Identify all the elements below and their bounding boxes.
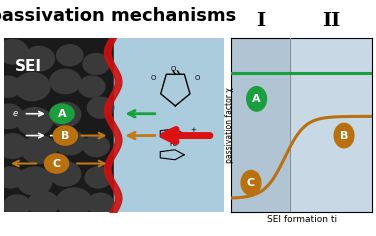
Circle shape xyxy=(241,170,261,195)
Circle shape xyxy=(17,167,52,195)
Text: C: C xyxy=(247,178,255,188)
Circle shape xyxy=(24,46,55,71)
Circle shape xyxy=(55,130,85,155)
Circle shape xyxy=(334,123,354,148)
Circle shape xyxy=(0,39,28,64)
Circle shape xyxy=(50,102,81,127)
Bar xyxy=(4,38,114,212)
Circle shape xyxy=(83,54,109,74)
X-axis label: SEI formation ti: SEI formation ti xyxy=(267,215,337,224)
Circle shape xyxy=(15,73,50,101)
Text: Fe: Fe xyxy=(169,141,177,147)
Circle shape xyxy=(0,104,24,129)
Circle shape xyxy=(28,191,59,216)
Circle shape xyxy=(50,69,81,94)
Bar xyxy=(291,38,372,212)
Text: e: e xyxy=(12,109,17,118)
Circle shape xyxy=(56,45,83,66)
Text: O: O xyxy=(151,75,156,81)
Circle shape xyxy=(17,108,52,135)
Y-axis label: passivation factor χ: passivation factor χ xyxy=(225,87,234,163)
Text: B: B xyxy=(61,131,70,141)
Bar xyxy=(231,38,291,212)
Text: I: I xyxy=(256,12,265,30)
Text: O: O xyxy=(170,66,176,72)
Circle shape xyxy=(53,126,77,145)
Circle shape xyxy=(50,104,74,123)
Text: A: A xyxy=(58,109,66,119)
Text: II: II xyxy=(322,12,341,30)
Circle shape xyxy=(87,193,114,214)
Circle shape xyxy=(87,97,114,118)
Circle shape xyxy=(247,87,267,111)
Text: SEI: SEI xyxy=(15,59,42,74)
Circle shape xyxy=(56,188,92,216)
Text: B: B xyxy=(340,131,348,141)
Circle shape xyxy=(83,135,109,156)
Circle shape xyxy=(4,195,30,216)
Circle shape xyxy=(50,162,81,186)
Circle shape xyxy=(0,134,28,158)
Circle shape xyxy=(0,76,21,97)
Circle shape xyxy=(21,135,56,164)
Text: passivation mechanisms: passivation mechanisms xyxy=(0,7,237,25)
Circle shape xyxy=(79,76,105,97)
Text: +: + xyxy=(190,127,196,133)
Circle shape xyxy=(44,154,69,173)
Circle shape xyxy=(0,167,24,188)
Text: O: O xyxy=(195,75,200,81)
Bar xyxy=(114,38,224,212)
Text: C: C xyxy=(53,159,61,169)
Circle shape xyxy=(85,167,112,188)
Text: A: A xyxy=(252,94,261,104)
